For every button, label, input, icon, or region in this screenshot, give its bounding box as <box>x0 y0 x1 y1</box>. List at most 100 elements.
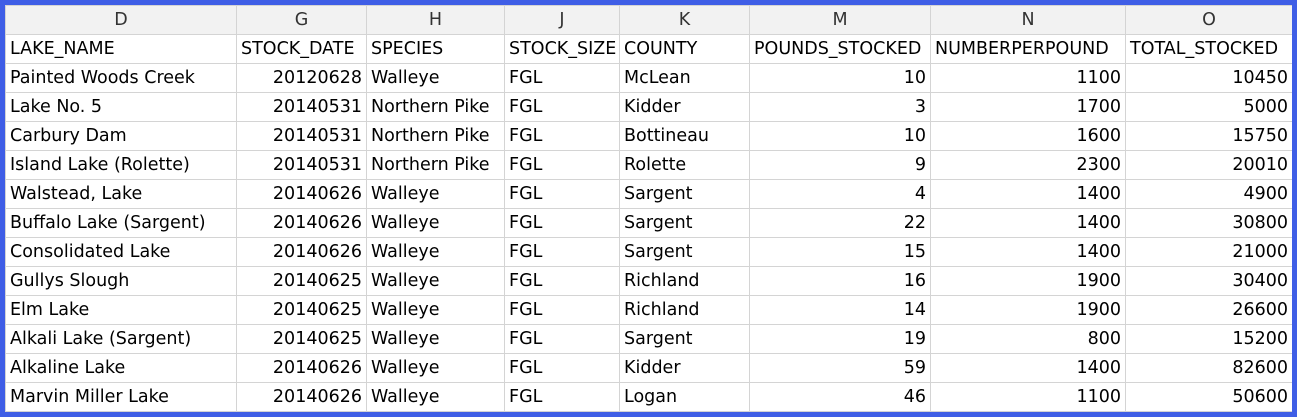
cell[interactable]: Walleye <box>366 382 505 412</box>
cell[interactable]: 1400 <box>930 208 1126 238</box>
cell[interactable]: Walleye <box>366 63 505 93</box>
cell[interactable]: FGL <box>504 353 620 383</box>
cell[interactable]: Walstead, Lake <box>5 179 237 209</box>
cell[interactable]: FGL <box>504 63 620 93</box>
cell[interactable]: Buffalo Lake (Sargent) <box>5 208 237 238</box>
cell[interactable]: TOTAL_STOCKED <box>1125 34 1292 64</box>
cell[interactable]: 800 <box>930 324 1126 354</box>
cell[interactable]: FGL <box>504 121 620 151</box>
cell[interactable]: 20140625 <box>236 266 367 296</box>
cell[interactable]: 4 <box>749 179 931 209</box>
cell[interactable]: 1400 <box>930 179 1126 209</box>
cell[interactable]: Walleye <box>366 208 505 238</box>
cell[interactable]: Alkaline Lake <box>5 353 237 383</box>
cell[interactable]: Lake No. 5 <box>5 92 237 122</box>
cell[interactable]: 20140626 <box>236 382 367 412</box>
cell[interactable]: Walleye <box>366 353 505 383</box>
cell[interactable]: FGL <box>504 295 620 325</box>
cell[interactable]: Walleye <box>366 266 505 296</box>
cell[interactable]: Painted Woods Creek <box>5 63 237 93</box>
cell[interactable]: 20140531 <box>236 92 367 122</box>
cell[interactable]: Sargent <box>619 208 750 238</box>
cell[interactable]: 1100 <box>930 63 1126 93</box>
cell[interactable]: Kidder <box>619 353 750 383</box>
cell[interactable]: 15750 <box>1125 121 1292 151</box>
cell[interactable]: Northern Pike <box>366 150 505 180</box>
cell[interactable]: Sargent <box>619 237 750 267</box>
cell[interactable]: FGL <box>504 208 620 238</box>
cell[interactable]: Walleye <box>366 324 505 354</box>
cell[interactable]: 20140625 <box>236 324 367 354</box>
cell[interactable]: Marvin Miller Lake <box>5 382 237 412</box>
cell[interactable]: 20140531 <box>236 150 367 180</box>
cell[interactable]: 20120628 <box>236 63 367 93</box>
cell[interactable]: Rolette <box>619 150 750 180</box>
cell[interactable]: 15200 <box>1125 324 1292 354</box>
cell[interactable]: 1700 <box>930 92 1126 122</box>
column-header-H[interactable]: H <box>366 5 505 35</box>
cell[interactable]: 1400 <box>930 237 1126 267</box>
cell[interactable]: 59 <box>749 353 931 383</box>
cell[interactable]: 46 <box>749 382 931 412</box>
cell[interactable]: Alkali Lake (Sargent) <box>5 324 237 354</box>
column-header-M[interactable]: M <box>749 5 931 35</box>
cell[interactable]: 10450 <box>1125 63 1292 93</box>
cell[interactable]: Northern Pike <box>366 92 505 122</box>
cell[interactable]: Logan <box>619 382 750 412</box>
column-header-K[interactable]: K <box>619 5 750 35</box>
cell[interactable]: 30800 <box>1125 208 1292 238</box>
cell[interactable]: Elm Lake <box>5 295 237 325</box>
cell[interactable]: 10 <box>749 63 931 93</box>
cell[interactable]: McLean <box>619 63 750 93</box>
cell[interactable]: 50600 <box>1125 382 1292 412</box>
cell[interactable]: COUNTY <box>619 34 750 64</box>
cell[interactable]: Island Lake (Rolette) <box>5 150 237 180</box>
cell[interactable]: FGL <box>504 92 620 122</box>
cell[interactable]: 82600 <box>1125 353 1292 383</box>
cell[interactable]: 20140625 <box>236 295 367 325</box>
cell[interactable]: SPECIES <box>366 34 505 64</box>
cell[interactable]: Sargent <box>619 179 750 209</box>
cell[interactable]: 1600 <box>930 121 1126 151</box>
cell[interactable]: 1100 <box>930 382 1126 412</box>
cell[interactable]: 20010 <box>1125 150 1292 180</box>
cell[interactable]: 20140626 <box>236 353 367 383</box>
cell[interactable]: 15 <box>749 237 931 267</box>
cell[interactable]: Carbury Dam <box>5 121 237 151</box>
cell[interactable]: FGL <box>504 324 620 354</box>
cell[interactable]: 3 <box>749 92 931 122</box>
cell[interactable]: Gullys Slough <box>5 266 237 296</box>
cell[interactable]: Walleye <box>366 179 505 209</box>
cell[interactable]: Richland <box>619 295 750 325</box>
cell[interactable]: FGL <box>504 179 620 209</box>
column-header-J[interactable]: J <box>504 5 620 35</box>
column-header-O[interactable]: O <box>1125 5 1292 35</box>
cell[interactable]: FGL <box>504 266 620 296</box>
cell[interactable]: Walleye <box>366 237 505 267</box>
cell[interactable]: 1900 <box>930 266 1126 296</box>
cell[interactable]: Bottineau <box>619 121 750 151</box>
cell[interactable]: 30400 <box>1125 266 1292 296</box>
cell[interactable]: 19 <box>749 324 931 354</box>
cell[interactable]: 1900 <box>930 295 1126 325</box>
cell[interactable]: POUNDS_STOCKED <box>749 34 931 64</box>
cell[interactable]: NUMBERPERPOUND <box>930 34 1126 64</box>
cell[interactable]: FGL <box>504 382 620 412</box>
cell[interactable]: 20140531 <box>236 121 367 151</box>
cell[interactable]: 5000 <box>1125 92 1292 122</box>
cell[interactable]: 10 <box>749 121 931 151</box>
cell[interactable]: 20140626 <box>236 208 367 238</box>
cell[interactable]: Consolidated Lake <box>5 237 237 267</box>
cell[interactable]: 20140626 <box>236 179 367 209</box>
cell[interactable]: 1400 <box>930 353 1126 383</box>
cell[interactable]: Kidder <box>619 92 750 122</box>
cell[interactable]: Northern Pike <box>366 121 505 151</box>
column-header-G[interactable]: G <box>236 5 367 35</box>
cell[interactable]: LAKE_NAME <box>5 34 237 64</box>
cell[interactable]: 22 <box>749 208 931 238</box>
cell[interactable]: Sargent <box>619 324 750 354</box>
cell[interactable]: 2300 <box>930 150 1126 180</box>
cell[interactable]: 26600 <box>1125 295 1292 325</box>
cell[interactable]: 21000 <box>1125 237 1292 267</box>
column-header-D[interactable]: D <box>5 5 237 35</box>
